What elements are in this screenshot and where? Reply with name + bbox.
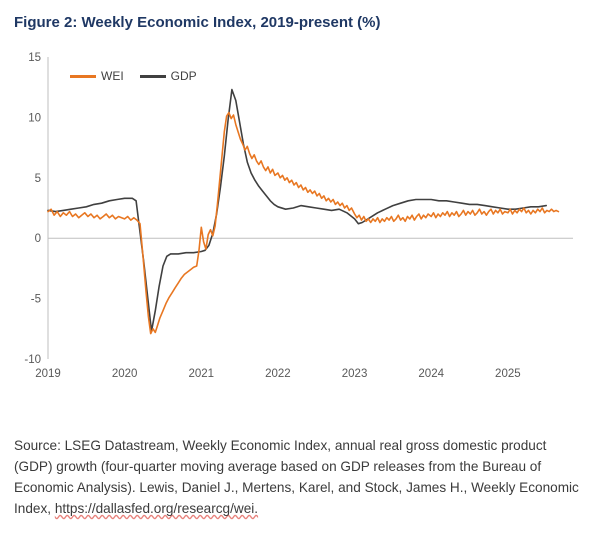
x-tick-label: 2020 bbox=[112, 368, 138, 380]
y-tick-label: 15 bbox=[28, 52, 41, 64]
x-tick-label: 2022 bbox=[265, 368, 291, 380]
wei-line-swatch bbox=[70, 74, 96, 78]
y-tick-label: 5 bbox=[35, 173, 41, 185]
x-tick-label: 2021 bbox=[188, 368, 214, 380]
y-tick-label: -10 bbox=[24, 354, 41, 366]
x-tick-label: 2023 bbox=[342, 368, 368, 380]
wei-line bbox=[47, 111, 560, 335]
source-note: Source: LSEG Datastream, Weekly Economic… bbox=[14, 435, 582, 519]
x-tick-label: 2025 bbox=[495, 368, 521, 380]
source-url: https://dallasfed.org/researcg/wei. bbox=[54, 501, 259, 517]
chart-canvas: 15 10 5 0 -5 -10 2019 2020 2021 2022 2023 2024 2025 bbox=[24, 52, 573, 380]
legend-item-wei: WEI bbox=[70, 69, 124, 83]
figure-title: Figure 2: Weekly Economic Index, 2019-pr… bbox=[14, 14, 381, 31]
legend-label-gdp: GDP bbox=[170, 69, 197, 83]
x-tick-label: 2024 bbox=[418, 368, 444, 380]
x-tick-label: 2019 bbox=[35, 368, 61, 380]
chart-legend: WEI GDP bbox=[70, 69, 197, 83]
legend-item-gdp: GDP bbox=[139, 69, 197, 83]
y-tick-label: 0 bbox=[35, 233, 41, 245]
gdp-line-swatch bbox=[139, 74, 166, 78]
chart-area: 15 10 5 0 -5 -10 2019 2020 2021 2022 2023 2024 2025 … bbox=[14, 45, 587, 385]
legend-label-wei: WEI bbox=[101, 69, 124, 83]
source-text: Source: LSEG Datastream, Weekly Economic… bbox=[14, 438, 579, 517]
gdp-line bbox=[47, 88, 548, 333]
y-tick-label: 10 bbox=[28, 112, 41, 124]
y-tick-label: -5 bbox=[31, 294, 41, 306]
